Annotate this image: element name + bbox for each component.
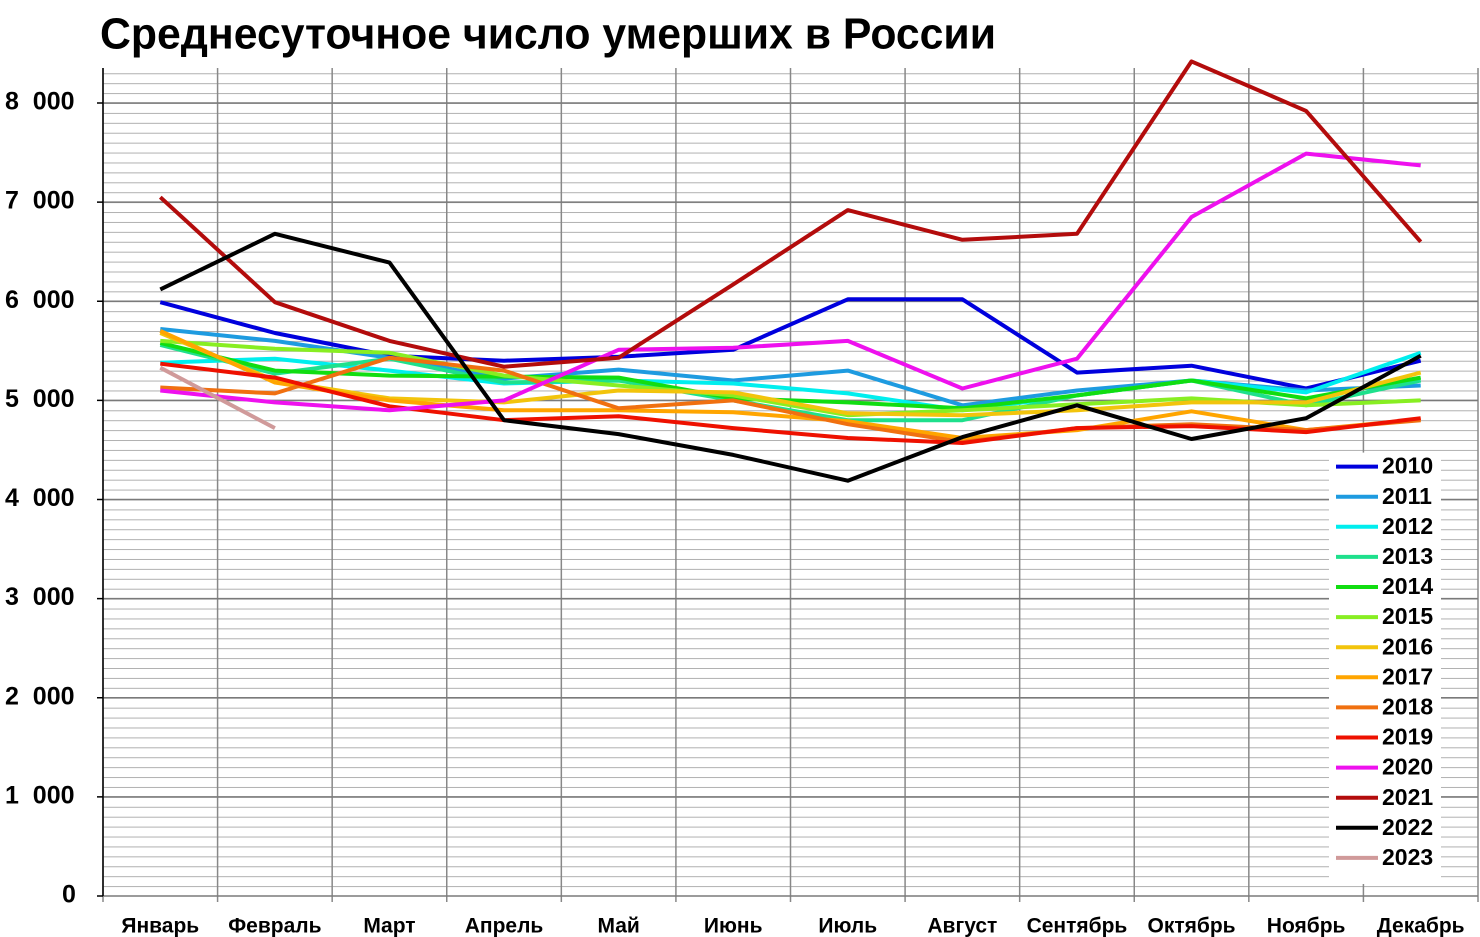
y-tick-label: 1 000	[5, 781, 75, 809]
series-line	[159, 329, 1421, 440]
legend-label: 2010	[1382, 453, 1433, 479]
x-tick-label: Сентябрь	[1027, 915, 1128, 937]
y-tick-label: 3 000	[5, 583, 75, 611]
legend-label: 2015	[1382, 603, 1433, 629]
legend-label: 2018	[1382, 693, 1433, 719]
legend-label: 2013	[1382, 543, 1433, 569]
grid: 0 1 000 2 000 3 000 4 000 5 000 6 000 7 000 8 00…	[5, 68, 1479, 937]
x-tick-label: Март	[363, 915, 415, 937]
y-tick-label: 7 000	[5, 187, 75, 215]
y-tick-label: 5 000	[5, 385, 75, 413]
x-tick-label: Май	[597, 915, 639, 937]
legend-label: 2019	[1382, 724, 1433, 750]
y-tick-label: 8 000	[5, 88, 75, 116]
x-tick-label: Июнь	[704, 915, 763, 937]
lines	[158, 59, 1423, 483]
x-tick-label: Январь	[121, 915, 199, 937]
x-tick-label: Февраль	[228, 915, 321, 937]
series-line	[160, 151, 1421, 413]
x-tick-label: Декабрь	[1377, 915, 1465, 937]
x-tick-label: Октябрь	[1147, 915, 1235, 937]
legend-label: 2012	[1382, 513, 1433, 539]
y-tick-label: 0	[62, 881, 76, 909]
legend: 2010 2011 2012 2013 2014 2015 2016 2017 2018 2019…	[1329, 452, 1441, 884]
title-box	[96, 8, 1002, 66]
series-line	[159, 365, 276, 430]
x-tick-label: Июль	[818, 915, 877, 937]
legend-label: 2022	[1382, 814, 1433, 840]
x-tick-label: Август	[927, 915, 997, 937]
chart-title: Среднесуточное число умерших в России	[100, 10, 996, 59]
series-line	[160, 361, 1421, 445]
y-tick-label: 4 000	[5, 484, 75, 512]
series-line	[160, 338, 1421, 418]
x-tick-label: Апрель	[465, 915, 544, 937]
series-line	[159, 340, 1422, 411]
legend-label: 2014	[1382, 573, 1433, 599]
legend-label: 2017	[1382, 663, 1433, 689]
legend-label: 2023	[1382, 844, 1433, 870]
legend-box	[1329, 452, 1441, 884]
y-tick-label: 2 000	[5, 682, 75, 710]
legend-label: 2020	[1382, 754, 1433, 780]
series-line	[159, 231, 1422, 483]
x-tick-label: Ноябрь	[1267, 915, 1346, 937]
legend-label: 2011	[1382, 483, 1432, 509]
y-tick-label: 6 000	[5, 286, 75, 314]
legend-label: 2021	[1382, 784, 1433, 810]
series-line	[158, 59, 1423, 369]
legend-label: 2016	[1382, 633, 1433, 659]
